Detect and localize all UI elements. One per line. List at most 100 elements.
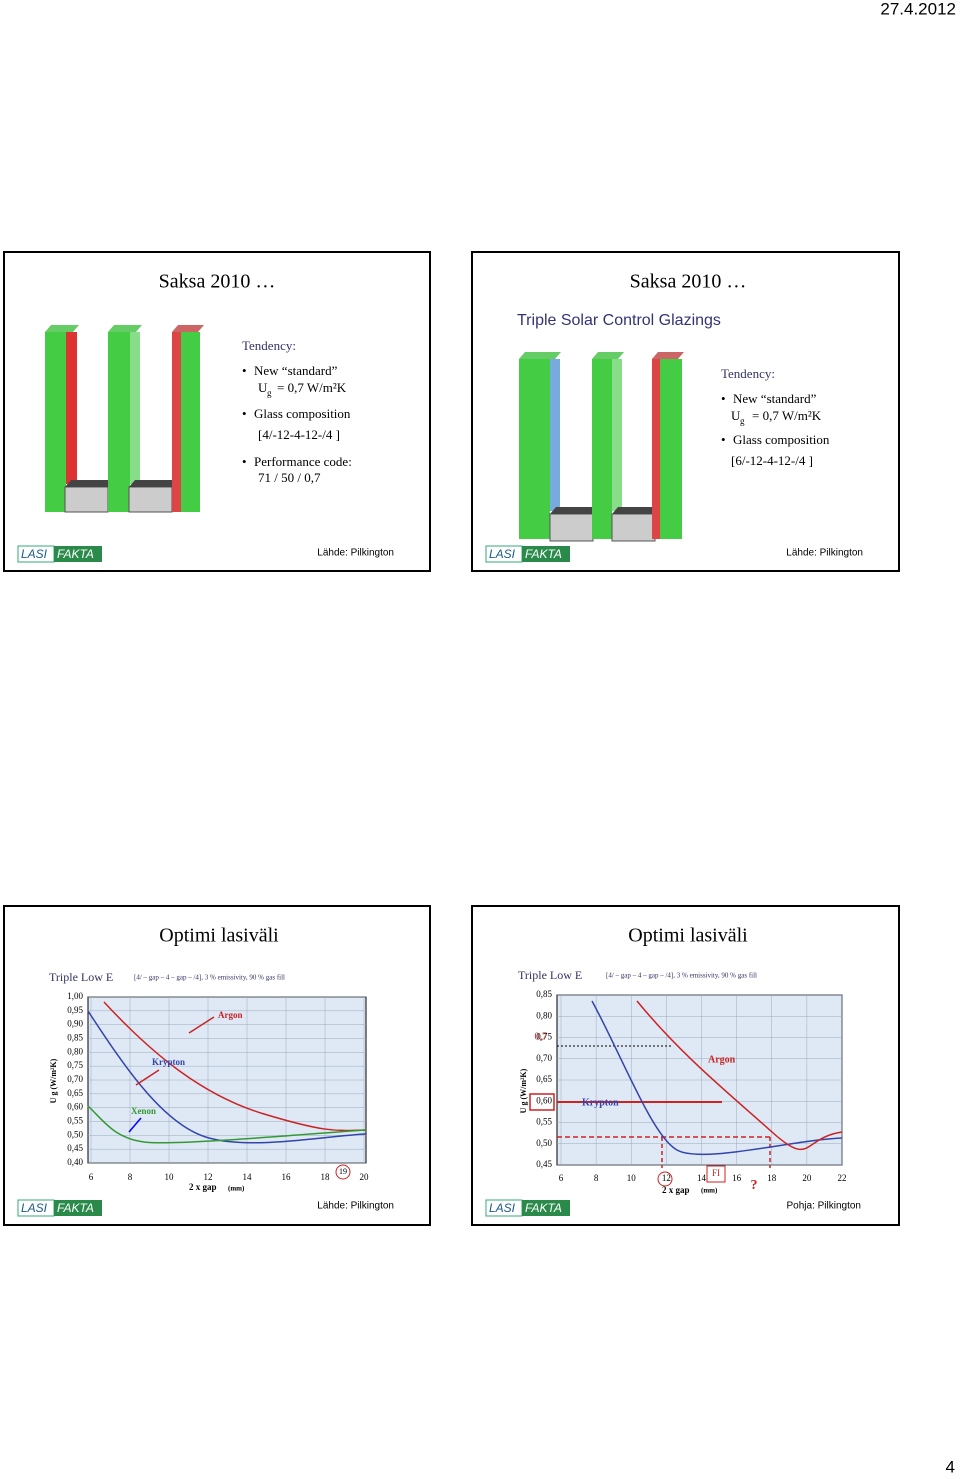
x-label: 2 x gap (662, 1185, 690, 1195)
logo-text: LASI (21, 547, 48, 561)
logo-text: FAKTA (57, 1201, 94, 1215)
x-label: 2 x gap (189, 1182, 217, 1192)
bullet: Glass composition (254, 406, 351, 421)
logo-box (54, 546, 102, 562)
x-tick-label: 18 (321, 1172, 331, 1182)
chart-spec: [4/ – gap – 4 – gap – /4], 3 % emissivit… (606, 972, 757, 980)
logo: LASI FAKTA (17, 545, 102, 563)
curve-label: Krypton (582, 1097, 619, 1108)
glass-illustration (45, 325, 204, 513)
logo-text: FAKTA (525, 1201, 562, 1215)
logo-text: FAKTA (525, 547, 562, 561)
y-tick-label: 0,70 (536, 1053, 552, 1063)
curve-label: Argon (708, 1054, 736, 1065)
chart-heading: Triple Low E (49, 970, 113, 984)
x-tick-label: 12 (204, 1172, 213, 1182)
curve-label: Krypton (152, 1057, 185, 1067)
y-label: U g (W/m²K) (519, 1068, 528, 1113)
y-tick-label: 0,70 (67, 1074, 83, 1084)
date: 27.4.2012 (880, 0, 956, 18)
tendency: Tendency: (721, 366, 775, 381)
y-tick-label: 0,45 (536, 1159, 552, 1169)
x-tick-label: 20 (360, 1172, 370, 1182)
highlight: 0,7 (535, 1031, 548, 1042)
source: Lähde: Pilkington (317, 1201, 394, 1212)
x-tick-label: 14 (697, 1173, 707, 1183)
source: Pohja: Pilkington (787, 1201, 862, 1212)
x-tick-label: 16 (282, 1172, 292, 1182)
y-tick-label: 0,50 (536, 1138, 552, 1148)
y-tick-label: 0,80 (67, 1046, 83, 1056)
curve-label: Argon (218, 1010, 243, 1020)
slide: Optimi lasiväli Triple Low E [4/ – gap –… (3, 905, 431, 1226)
chart-heading: Triple Low E (518, 968, 582, 982)
x-tick-label: 6 (559, 1173, 564, 1183)
x-tick-label: 12 (662, 1173, 671, 1183)
bullet: Performance code: (254, 454, 352, 469)
y-tick-label: 0,65 (536, 1074, 552, 1084)
y-tick-label: 0,60 (536, 1095, 552, 1105)
y-tick-label: 0,75 (67, 1060, 83, 1070)
x-tick-label: 8 (128, 1172, 133, 1182)
svg-text:•: • (242, 363, 247, 378)
y-label: U g (W/m²K) (49, 1058, 58, 1103)
y-tick-label: 0,85 (67, 1033, 83, 1043)
y-tick-label: 0,75 (536, 1032, 552, 1042)
title: Saksa 2010 … (159, 271, 276, 293)
source: Lähde: Pilkington (317, 548, 394, 559)
code: 71 / 50 / 0,7 (258, 470, 321, 485)
sub: g (740, 416, 745, 426)
y-tick-label: 0,40 (67, 1157, 83, 1167)
xenon-curve (87, 1105, 367, 1144)
logo-text: LASI (489, 1201, 516, 1215)
logo-text: LASI (489, 547, 516, 561)
glass-illustration (519, 352, 684, 542)
composition: [4/-12-4-12-/4 ] (258, 427, 340, 442)
y-tick-label: 0,55 (536, 1117, 552, 1127)
svg-text:•: • (721, 391, 726, 406)
marker: 19 (339, 1167, 347, 1176)
tendency: Tendency: (242, 338, 296, 353)
source: Lähde: Pilkington (786, 548, 863, 559)
svg-text:•: • (242, 454, 247, 469)
y-tick-label: 0,90 (67, 1019, 83, 1029)
page-number: 4 (946, 1457, 955, 1476)
y-tick-label: 0,85 (536, 989, 552, 999)
logo: LASI FAKTA (485, 1199, 570, 1217)
logo: LASI FAKTA (17, 1199, 102, 1217)
logo-box (522, 546, 570, 562)
title: Saksa 2010 … (630, 271, 747, 293)
title: Optimi lasiväli (159, 925, 279, 947)
y-tick-label: 0,95 (67, 1005, 83, 1015)
logo-box (522, 1200, 570, 1216)
krypton-curve (87, 1010, 367, 1144)
x-tick-label: 10 (165, 1172, 175, 1182)
slide: Optimi lasiväli Triple Low E [4/ – gap –… (471, 905, 900, 1226)
y-tick-label: 0,65 (67, 1088, 83, 1098)
slide: Saksa 2010 … Tendency: • New “standard” U… (3, 251, 431, 572)
x-tick-label: 18 (767, 1173, 777, 1183)
bullet: New “standard” (254, 363, 338, 378)
u: U (258, 380, 268, 395)
argon-curve (103, 1001, 367, 1132)
title: Optimi lasiväli (628, 925, 748, 947)
y-tick-label: 0,50 (67, 1129, 83, 1139)
u-value: = 0,7 W/m²K (752, 408, 822, 423)
y-tick-label: 1,00 (67, 991, 83, 1001)
u-value: = 0,7 W/m²K (277, 380, 347, 395)
bullet: Glass composition (733, 432, 830, 447)
marker: FI (712, 1168, 720, 1178)
y-tick-label: 0,55 (67, 1116, 83, 1126)
svg-text:•: • (242, 406, 247, 421)
chart-spec: [4/ – gap – 4 – gap – /4], 3 % emissivit… (134, 974, 285, 982)
logo-box (54, 1200, 102, 1216)
x-unit: (mm) (228, 1185, 245, 1193)
x-tick-label: 14 (243, 1172, 253, 1182)
x-tick-label: 10 (627, 1173, 637, 1183)
y-tick-label: 0,60 (67, 1102, 83, 1112)
sub: g (267, 388, 272, 398)
u: U (731, 408, 741, 423)
curve-label: Xenon (131, 1106, 156, 1116)
bullet: New “standard” (733, 391, 817, 406)
